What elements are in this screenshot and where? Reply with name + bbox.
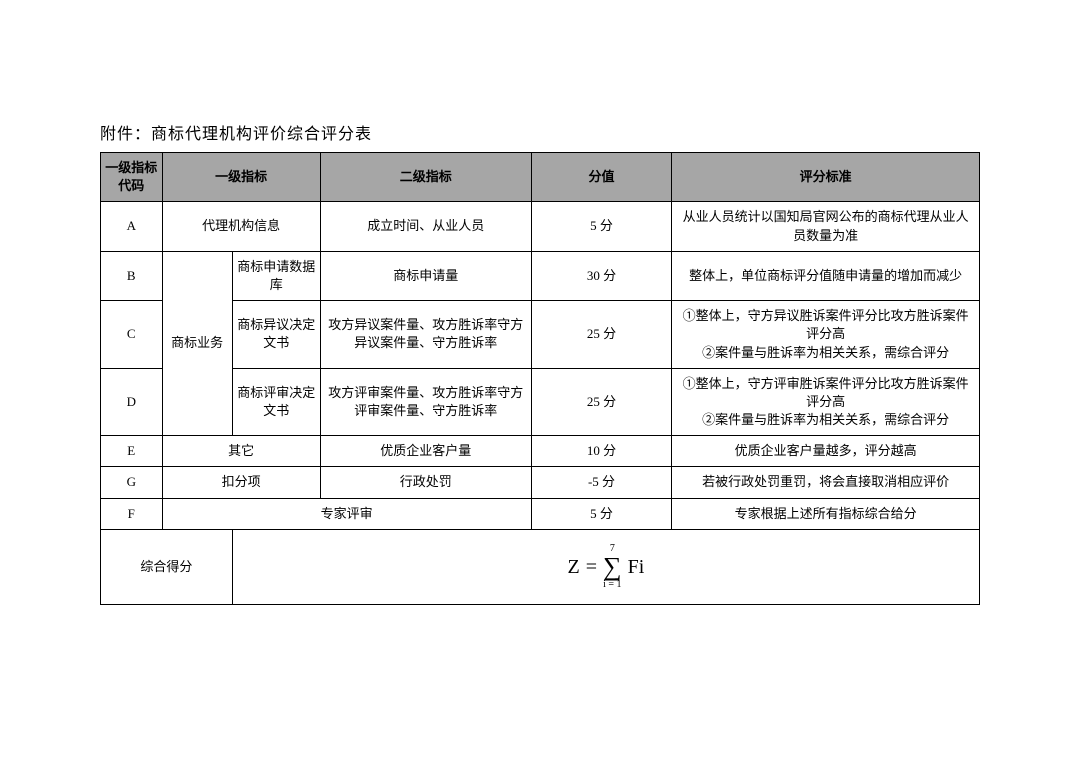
cell-code: G — [101, 467, 163, 498]
cell-level1-merged: 商标业务 — [162, 251, 232, 436]
cell-formula: Z = 7 ∑ i = 1 Fi — [232, 529, 979, 604]
cell-criteria: ①整体上，守方异议胜诉案件评分比攻方胜诉案件评分高②案件量与胜诉率为相关关系，需… — [672, 301, 980, 369]
formula-eq: = — [586, 553, 597, 581]
cell-score: 10 分 — [531, 436, 672, 467]
cell-score: 5 分 — [531, 498, 672, 529]
cell-level2: 攻方评审案件量、攻方胜诉率守方评审案件量、守方胜诉率 — [320, 368, 531, 436]
cell-score: 25 分 — [531, 368, 672, 436]
table-row: B 商标业务 商标申请数据库 商标申请量 30 分 整体上，单位商标评分值随申请… — [101, 251, 980, 300]
cell-code: D — [101, 368, 163, 436]
cell-code: E — [101, 436, 163, 467]
cell-criteria: 专家根据上述所有指标综合给分 — [672, 498, 980, 529]
cell-criteria: 若被行政处罚重罚，将会直接取消相应评价 — [672, 467, 980, 498]
cell-score: 30 分 — [531, 251, 672, 300]
cell-criteria: 从业人员统计以国知局官网公布的商标代理从业人员数量为准 — [672, 202, 980, 251]
cell-level1: 代理机构信息 — [162, 202, 320, 251]
cell-level2: 行政处罚 — [320, 467, 531, 498]
table-row: G 扣分项 行政处罚 -5 分 若被行政处罚重罚，将会直接取消相应评价 — [101, 467, 980, 498]
table-row: C 商标异议决定文书 攻方异议案件量、攻方胜诉率守方异议案件量、守方胜诉率 25… — [101, 301, 980, 369]
cell-code: C — [101, 301, 163, 369]
cell-criteria: 优质企业客户量越多，评分越高 — [672, 436, 980, 467]
scoring-table: 一级指标代码 一级指标 二级指标 分值 评分标准 A 代理机构信息 成立时间、从… — [100, 152, 980, 605]
sigma-icon: ∑ — [603, 554, 622, 580]
formula: Z = 7 ∑ i = 1 Fi — [568, 544, 645, 590]
table-header-row: 一级指标代码 一级指标 二级指标 分值 评分标准 — [101, 153, 980, 202]
cell-level1: 其它 — [162, 436, 320, 467]
cell-score: 25 分 — [531, 301, 672, 369]
sigma-wrap: 7 ∑ i = 1 — [603, 544, 622, 590]
cell-level2: 优质企业客户量 — [320, 436, 531, 467]
cell-level2: 成立时间、从业人员 — [320, 202, 531, 251]
cell-level1: 扣分项 — [162, 467, 320, 498]
table-row: D 商标评审决定文书 攻方评审案件量、攻方胜诉率守方评审案件量、守方胜诉率 25… — [101, 368, 980, 436]
header-level1: 一级指标 — [162, 153, 320, 202]
header-score: 分值 — [531, 153, 672, 202]
cell-level2: 攻方异议案件量、攻方胜诉率守方异议案件量、守方胜诉率 — [320, 301, 531, 369]
header-code: 一级指标代码 — [101, 153, 163, 202]
formula-fi: Fi — [628, 553, 645, 581]
table-row-total: 综合得分 Z = 7 ∑ i = 1 Fi — [101, 529, 980, 604]
table-row: E 其它 优质企业客户量 10 分 优质企业客户量越多，评分越高 — [101, 436, 980, 467]
table-row: F 专家评审 5 分 专家根据上述所有指标综合给分 — [101, 498, 980, 529]
cell-criteria: ①整体上，守方评审胜诉案件评分比攻方胜诉案件评分高②案件量与胜诉率为相关关系，需… — [672, 368, 980, 436]
sigma-bot: i = 1 — [603, 580, 621, 590]
cell-level1: 专家评审 — [162, 498, 531, 529]
cell-level1b: 商标申请数据库 — [232, 251, 320, 300]
cell-level1b: 商标异议决定文书 — [232, 301, 320, 369]
header-criteria: 评分标准 — [672, 153, 980, 202]
cell-code: F — [101, 498, 163, 529]
cell-total-label: 综合得分 — [101, 529, 233, 604]
cell-score: -5 分 — [531, 467, 672, 498]
header-level2: 二级指标 — [320, 153, 531, 202]
cell-code: A — [101, 202, 163, 251]
page-title: 附件：商标代理机构评价综合评分表 — [100, 120, 980, 144]
cell-level1b: 商标评审决定文书 — [232, 368, 320, 436]
cell-score: 5 分 — [531, 202, 672, 251]
formula-z: Z — [568, 553, 580, 581]
cell-criteria: 整体上，单位商标评分值随申请量的增加而减少 — [672, 251, 980, 300]
cell-code: B — [101, 251, 163, 300]
cell-level2: 商标申请量 — [320, 251, 531, 300]
table-row: A 代理机构信息 成立时间、从业人员 5 分 从业人员统计以国知局官网公布的商标… — [101, 202, 980, 251]
